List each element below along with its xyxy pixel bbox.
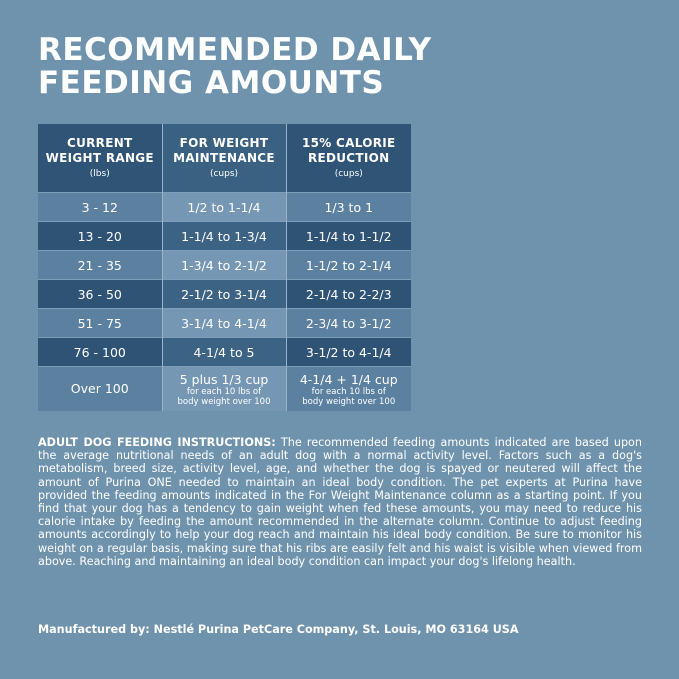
cell-weight: Over 100 (38, 366, 163, 411)
cell-maintenance: 5 plus 1/3 cup for each 10 lbs of body w… (162, 366, 287, 411)
cell-weight: 36 - 50 (38, 279, 163, 309)
cell-maintenance: 1-3/4 to 2-1/2 (162, 250, 287, 280)
table-header-row: CURRENT WEIGHT RANGE (lbs) FOR WEIGHT MA… (38, 124, 411, 193)
instructions-body: The recommended feeding amounts indicate… (38, 436, 642, 568)
cell-weight: 76 - 100 (38, 337, 163, 367)
table-row: 36 - 50 2-1/2 to 3-1/4 2-1/4 to 2-2/3 (38, 279, 411, 309)
cell-reduction: 1-1/4 to 1-1/2 (286, 221, 411, 251)
table-row: Over 100 5 plus 1/3 cup for each 10 lbs … (38, 366, 411, 411)
header-calorie-reduction: 15% CALORIE REDUCTION (cups) (286, 124, 411, 193)
header-label: MAINTENANCE (173, 150, 275, 165)
header-unit: (cups) (209, 168, 239, 179)
header-label: WEIGHT RANGE (45, 150, 154, 165)
header-label: FOR WEIGHT (179, 135, 269, 150)
feeding-table: CURRENT WEIGHT RANGE (lbs) FOR WEIGHT MA… (38, 124, 411, 411)
cell-maintenance: 3-1/4 to 4-1/4 (162, 308, 287, 338)
manufacturer-line: Manufactured by: Nestlé Purina PetCare C… (38, 623, 519, 636)
cell-reduction: 2-3/4 to 3-1/2 (286, 308, 411, 338)
cell-reduction: 4-1/4 + 1/4 cup for each 10 lbs of body … (286, 366, 411, 411)
cell-maintenance: 2-1/2 to 3-1/4 (162, 279, 287, 309)
cell-weight: 21 - 35 (38, 250, 163, 280)
page-title: RECOMMENDED DAILY FEEDING AMOUNTS (38, 34, 432, 100)
header-label: CURRENT (66, 135, 133, 150)
cell-reduction: 2-1/4 to 2-2/3 (286, 279, 411, 309)
cell-note: for each 10 lbs of (186, 386, 262, 397)
header-weight-maintenance: FOR WEIGHT MAINTENANCE (cups) (162, 124, 287, 193)
instructions-heading: ADULT DOG FEEDING INSTRUCTIONS: (38, 436, 276, 449)
cell-maintenance: 1/2 to 1-1/4 (162, 192, 287, 222)
cell-note: for each 10 lbs of (311, 386, 386, 397)
table-row: 13 - 20 1-1/4 to 1-3/4 1-1/4 to 1-1/2 (38, 221, 411, 251)
cell-main-value: 4-1/4 + 1/4 cup (299, 371, 398, 387)
title-line-1: RECOMMENDED DAILY (38, 32, 432, 68)
header-label: 15% CALORIE (301, 135, 396, 150)
feeding-instructions: ADULT DOG FEEDING INSTRUCTIONS: The reco… (38, 436, 642, 568)
header-label: REDUCTION (307, 150, 390, 165)
cell-note: body weight over 100 (177, 396, 271, 407)
cell-weight: 3 - 12 (38, 192, 163, 222)
cell-main-value: 5 plus 1/3 cup (179, 371, 269, 387)
table-row: 51 - 75 3-1/4 to 4-1/4 2-3/4 to 3-1/2 (38, 308, 411, 338)
cell-reduction: 1-1/2 to 2-1/4 (286, 250, 411, 280)
table-row: 76 - 100 4-1/4 to 5 3-1/2 to 4-1/4 (38, 337, 411, 367)
header-unit: (cups) (334, 168, 363, 179)
table-row: 21 - 35 1-3/4 to 2-1/2 1-1/2 to 2-1/4 (38, 250, 411, 280)
cell-reduction: 1/3 to 1 (286, 192, 411, 222)
header-unit: (lbs) (89, 168, 110, 179)
cell-maintenance: 1-1/4 to 1-3/4 (162, 221, 287, 251)
cell-weight: 13 - 20 (38, 221, 163, 251)
title-line-2: FEEDING AMOUNTS (38, 65, 385, 101)
cell-maintenance: 4-1/4 to 5 (162, 337, 287, 367)
cell-weight: 51 - 75 (38, 308, 163, 338)
cell-reduction: 3-1/2 to 4-1/4 (286, 337, 411, 367)
header-weight-range: CURRENT WEIGHT RANGE (lbs) (38, 124, 163, 193)
cell-note: body weight over 100 (302, 396, 396, 407)
table-row: 3 - 12 1/2 to 1-1/4 1/3 to 1 (38, 192, 411, 222)
